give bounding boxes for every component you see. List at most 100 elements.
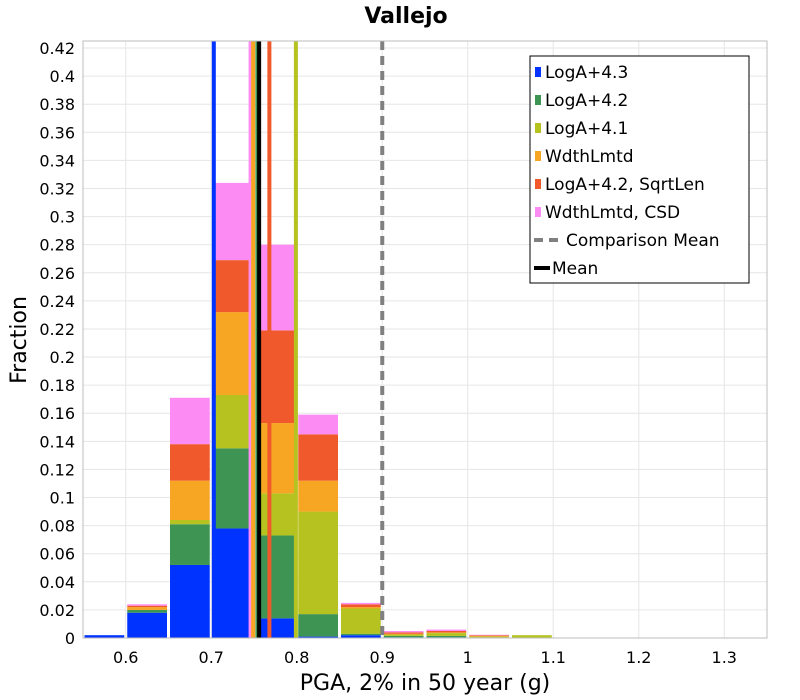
bar-segment xyxy=(170,397,210,445)
legend-label: WdthLmtd xyxy=(545,147,634,167)
x-tick-label: 1.1 xyxy=(541,648,566,667)
bar-segment xyxy=(426,629,467,631)
bar-segment xyxy=(383,630,424,633)
bar-segment xyxy=(212,528,253,638)
x-axis: 0.6 0.7 0.8 0.9 1 1.1 1.2 1.3 xyxy=(113,648,737,667)
y-tick-label: 0.04 xyxy=(39,573,75,592)
x-tick-label: 0.9 xyxy=(370,648,395,667)
bar-segment xyxy=(212,182,253,261)
bar-segment xyxy=(341,602,381,605)
y-tick-label: 0.34 xyxy=(39,151,75,170)
legend-label: Comparison Mean xyxy=(566,231,720,251)
bar-segment xyxy=(383,633,424,635)
legend-swatch xyxy=(535,207,541,217)
bar-segment xyxy=(341,604,381,608)
x-tick-label: 0.7 xyxy=(199,648,224,667)
bar-segment xyxy=(255,244,296,331)
bar-segment xyxy=(341,633,381,636)
bar-segment xyxy=(426,635,467,638)
bar-segment xyxy=(255,618,296,638)
bar-segment xyxy=(170,564,210,638)
bar-segment xyxy=(383,635,424,638)
bar-segment xyxy=(298,434,338,481)
bar-segment xyxy=(84,635,125,638)
y-tick-label: 0.02 xyxy=(39,601,75,620)
bar-segment xyxy=(341,635,381,638)
bar-segment xyxy=(426,630,467,633)
bar-segment xyxy=(512,635,552,638)
bar-segment xyxy=(127,605,167,608)
bar-segment xyxy=(170,444,210,481)
legend-swatch xyxy=(535,151,541,161)
y-tick-label: 0.38 xyxy=(39,95,75,114)
legend-label: WdthLmtd, CSD xyxy=(545,203,680,223)
bar-segment xyxy=(298,480,338,512)
y-tick-label: 0 xyxy=(65,629,75,648)
bar-segment xyxy=(298,414,338,435)
bar-segment xyxy=(212,260,253,313)
bar-segment xyxy=(255,330,296,424)
legend-swatch xyxy=(535,179,541,189)
y-tick-label: 0.06 xyxy=(39,545,75,564)
bar-segment xyxy=(426,633,467,636)
legend-label: LogA+4.2, SqrtLen xyxy=(545,175,705,195)
x-tick-label: 1.2 xyxy=(626,648,651,667)
legend-swatch xyxy=(535,95,541,105)
x-tick-label: 1.3 xyxy=(712,648,737,667)
bar-segment xyxy=(212,312,253,395)
legend-swatch xyxy=(535,123,541,133)
chart-title: Vallejo xyxy=(364,4,447,29)
x-tick-label: 0.6 xyxy=(113,648,138,667)
bar-segment xyxy=(469,635,509,636)
y-tick-label: 0.18 xyxy=(39,376,75,395)
bar-segment xyxy=(127,609,167,613)
legend-swatch xyxy=(535,67,541,77)
x-tick-label: 0.8 xyxy=(284,648,309,667)
y-tick-label: 0.32 xyxy=(39,179,75,198)
bar-segment xyxy=(383,632,424,634)
y-axis-title: Fraction xyxy=(7,296,32,384)
x-tick-label: 1 xyxy=(463,648,473,667)
y-tick-label: 0.3 xyxy=(50,208,75,227)
bar-segment xyxy=(298,511,338,615)
bar-segment xyxy=(127,612,167,638)
bar-segment xyxy=(255,423,296,494)
y-tick-label: 0.08 xyxy=(39,517,75,536)
bar-segment xyxy=(127,604,167,606)
bar-segment xyxy=(298,636,338,638)
y-tick-label: 0.26 xyxy=(39,264,75,283)
bar-segment xyxy=(469,635,509,637)
bar-segment xyxy=(212,448,253,529)
bar-segment xyxy=(212,394,253,449)
bar-segment xyxy=(170,520,210,525)
legend-label: LogA+4.3 xyxy=(545,63,628,83)
y-tick-label: 0.4 xyxy=(50,67,75,86)
legend-label: LogA+4.2 xyxy=(545,91,628,111)
bar-segment xyxy=(298,614,338,637)
bar-segment xyxy=(341,608,381,634)
y-axis: 0 0.02 0.04 0.06 0.08 0.1 0.12 0.14 0.16 0.18 0.2 0… xyxy=(39,39,75,648)
x-axis-title: PGA, 2% in 50 year (g) xyxy=(300,671,551,696)
y-tick-label: 0.1 xyxy=(50,489,75,508)
y-tick-label: 0.42 xyxy=(39,39,75,58)
bar-segment xyxy=(341,607,381,609)
bar-segment xyxy=(170,524,210,565)
y-tick-label: 0.22 xyxy=(39,320,75,339)
y-tick-label: 0.2 xyxy=(50,348,75,367)
bar-segment xyxy=(255,493,296,536)
legend-label: Mean xyxy=(552,259,598,279)
bar-segment xyxy=(426,632,467,634)
bar-segment xyxy=(383,634,424,636)
mean-lines xyxy=(211,41,385,638)
legend: LogA+4.3 LogA+4.2 LogA+4.1 WdthLmtd LogA+4.2… xyxy=(529,55,750,284)
y-tick-label: 0.24 xyxy=(39,292,75,311)
bar-segment xyxy=(127,607,167,610)
y-tick-label: 0.28 xyxy=(39,236,75,255)
bar-segment xyxy=(170,480,210,521)
y-tick-label: 0.12 xyxy=(39,460,75,479)
legend-box xyxy=(529,55,750,284)
legend-label: LogA+4.1 xyxy=(545,119,628,139)
stacked-bars xyxy=(84,182,595,638)
bar-segment xyxy=(255,535,296,619)
